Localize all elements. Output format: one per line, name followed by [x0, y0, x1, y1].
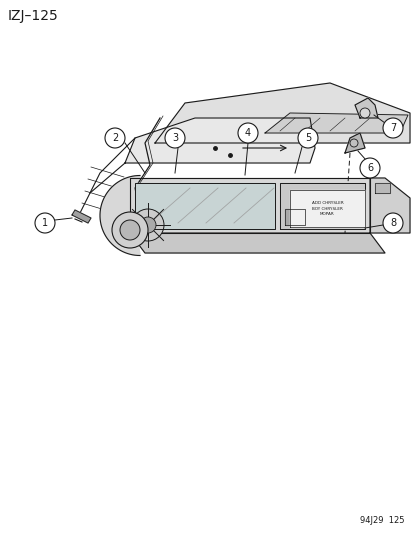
Circle shape — [140, 217, 156, 233]
Text: 7: 7 — [389, 123, 395, 133]
Polygon shape — [135, 183, 274, 229]
Text: ADD CHRYSLER
BOY CHRYSLER
MOPAR: ADD CHRYSLER BOY CHRYSLER MOPAR — [311, 201, 342, 216]
Polygon shape — [284, 209, 304, 225]
Polygon shape — [72, 210, 91, 223]
Polygon shape — [279, 183, 364, 229]
Circle shape — [382, 213, 402, 233]
Text: 4: 4 — [244, 128, 250, 138]
Circle shape — [359, 158, 379, 178]
Text: 5: 5 — [304, 133, 311, 143]
Text: 6: 6 — [366, 163, 372, 173]
Circle shape — [165, 128, 185, 148]
Polygon shape — [130, 233, 384, 253]
Polygon shape — [374, 183, 389, 193]
Circle shape — [112, 212, 147, 248]
Polygon shape — [369, 178, 409, 233]
Text: 1: 1 — [42, 218, 48, 228]
Circle shape — [237, 123, 257, 143]
Circle shape — [35, 213, 55, 233]
Circle shape — [297, 128, 317, 148]
Polygon shape — [100, 175, 140, 255]
Circle shape — [132, 209, 164, 241]
Polygon shape — [154, 83, 409, 143]
Text: 2: 2 — [112, 133, 118, 143]
Text: IZJ–125: IZJ–125 — [8, 9, 59, 23]
Text: 8: 8 — [389, 218, 395, 228]
Text: 94J29  125: 94J29 125 — [360, 516, 404, 525]
Circle shape — [349, 139, 357, 147]
Text: 3: 3 — [171, 133, 178, 143]
Circle shape — [359, 108, 369, 118]
Polygon shape — [344, 133, 364, 153]
Polygon shape — [354, 98, 377, 118]
Polygon shape — [130, 178, 369, 233]
Circle shape — [105, 128, 125, 148]
Polygon shape — [289, 190, 364, 227]
Polygon shape — [264, 113, 407, 133]
Circle shape — [382, 118, 402, 138]
Polygon shape — [125, 118, 314, 163]
Circle shape — [120, 220, 140, 240]
